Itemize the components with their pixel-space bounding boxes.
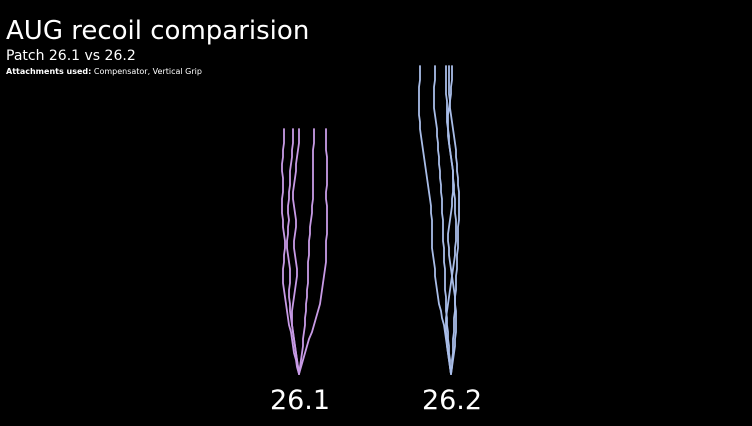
recoil-trace-26-1-5 <box>291 128 300 375</box>
recoil-trace-26-2-5 <box>445 65 457 375</box>
group-label-26-2: 26.2 <box>422 385 482 416</box>
recoil-trace-26-1-4 <box>298 128 328 375</box>
group-label-26-1: 26.1 <box>270 385 330 416</box>
recoil-trace-26-2-4 <box>448 65 460 375</box>
chart-subtitle: Patch 26.1 vs 26.2 <box>6 48 136 64</box>
attachments-line: Attachments used: Compensator, Vertical … <box>6 66 202 78</box>
recoil-group-26-2 <box>418 65 460 375</box>
recoil-group-26-1 <box>281 128 328 375</box>
recoil-trace-26-1-3 <box>298 128 315 375</box>
recoil-trace-26-2-3 <box>445 65 457 375</box>
recoil-trace-26-1-2 <box>281 128 300 375</box>
chart-title: AUG recoil comparision <box>6 16 310 46</box>
recoil-trace-26-2-2 <box>433 65 452 375</box>
attachments-value: Compensator, Vertical Grip <box>93 67 202 76</box>
recoil-trace-26-2-1 <box>418 65 452 375</box>
attachments-label: Attachments used: <box>6 67 92 76</box>
